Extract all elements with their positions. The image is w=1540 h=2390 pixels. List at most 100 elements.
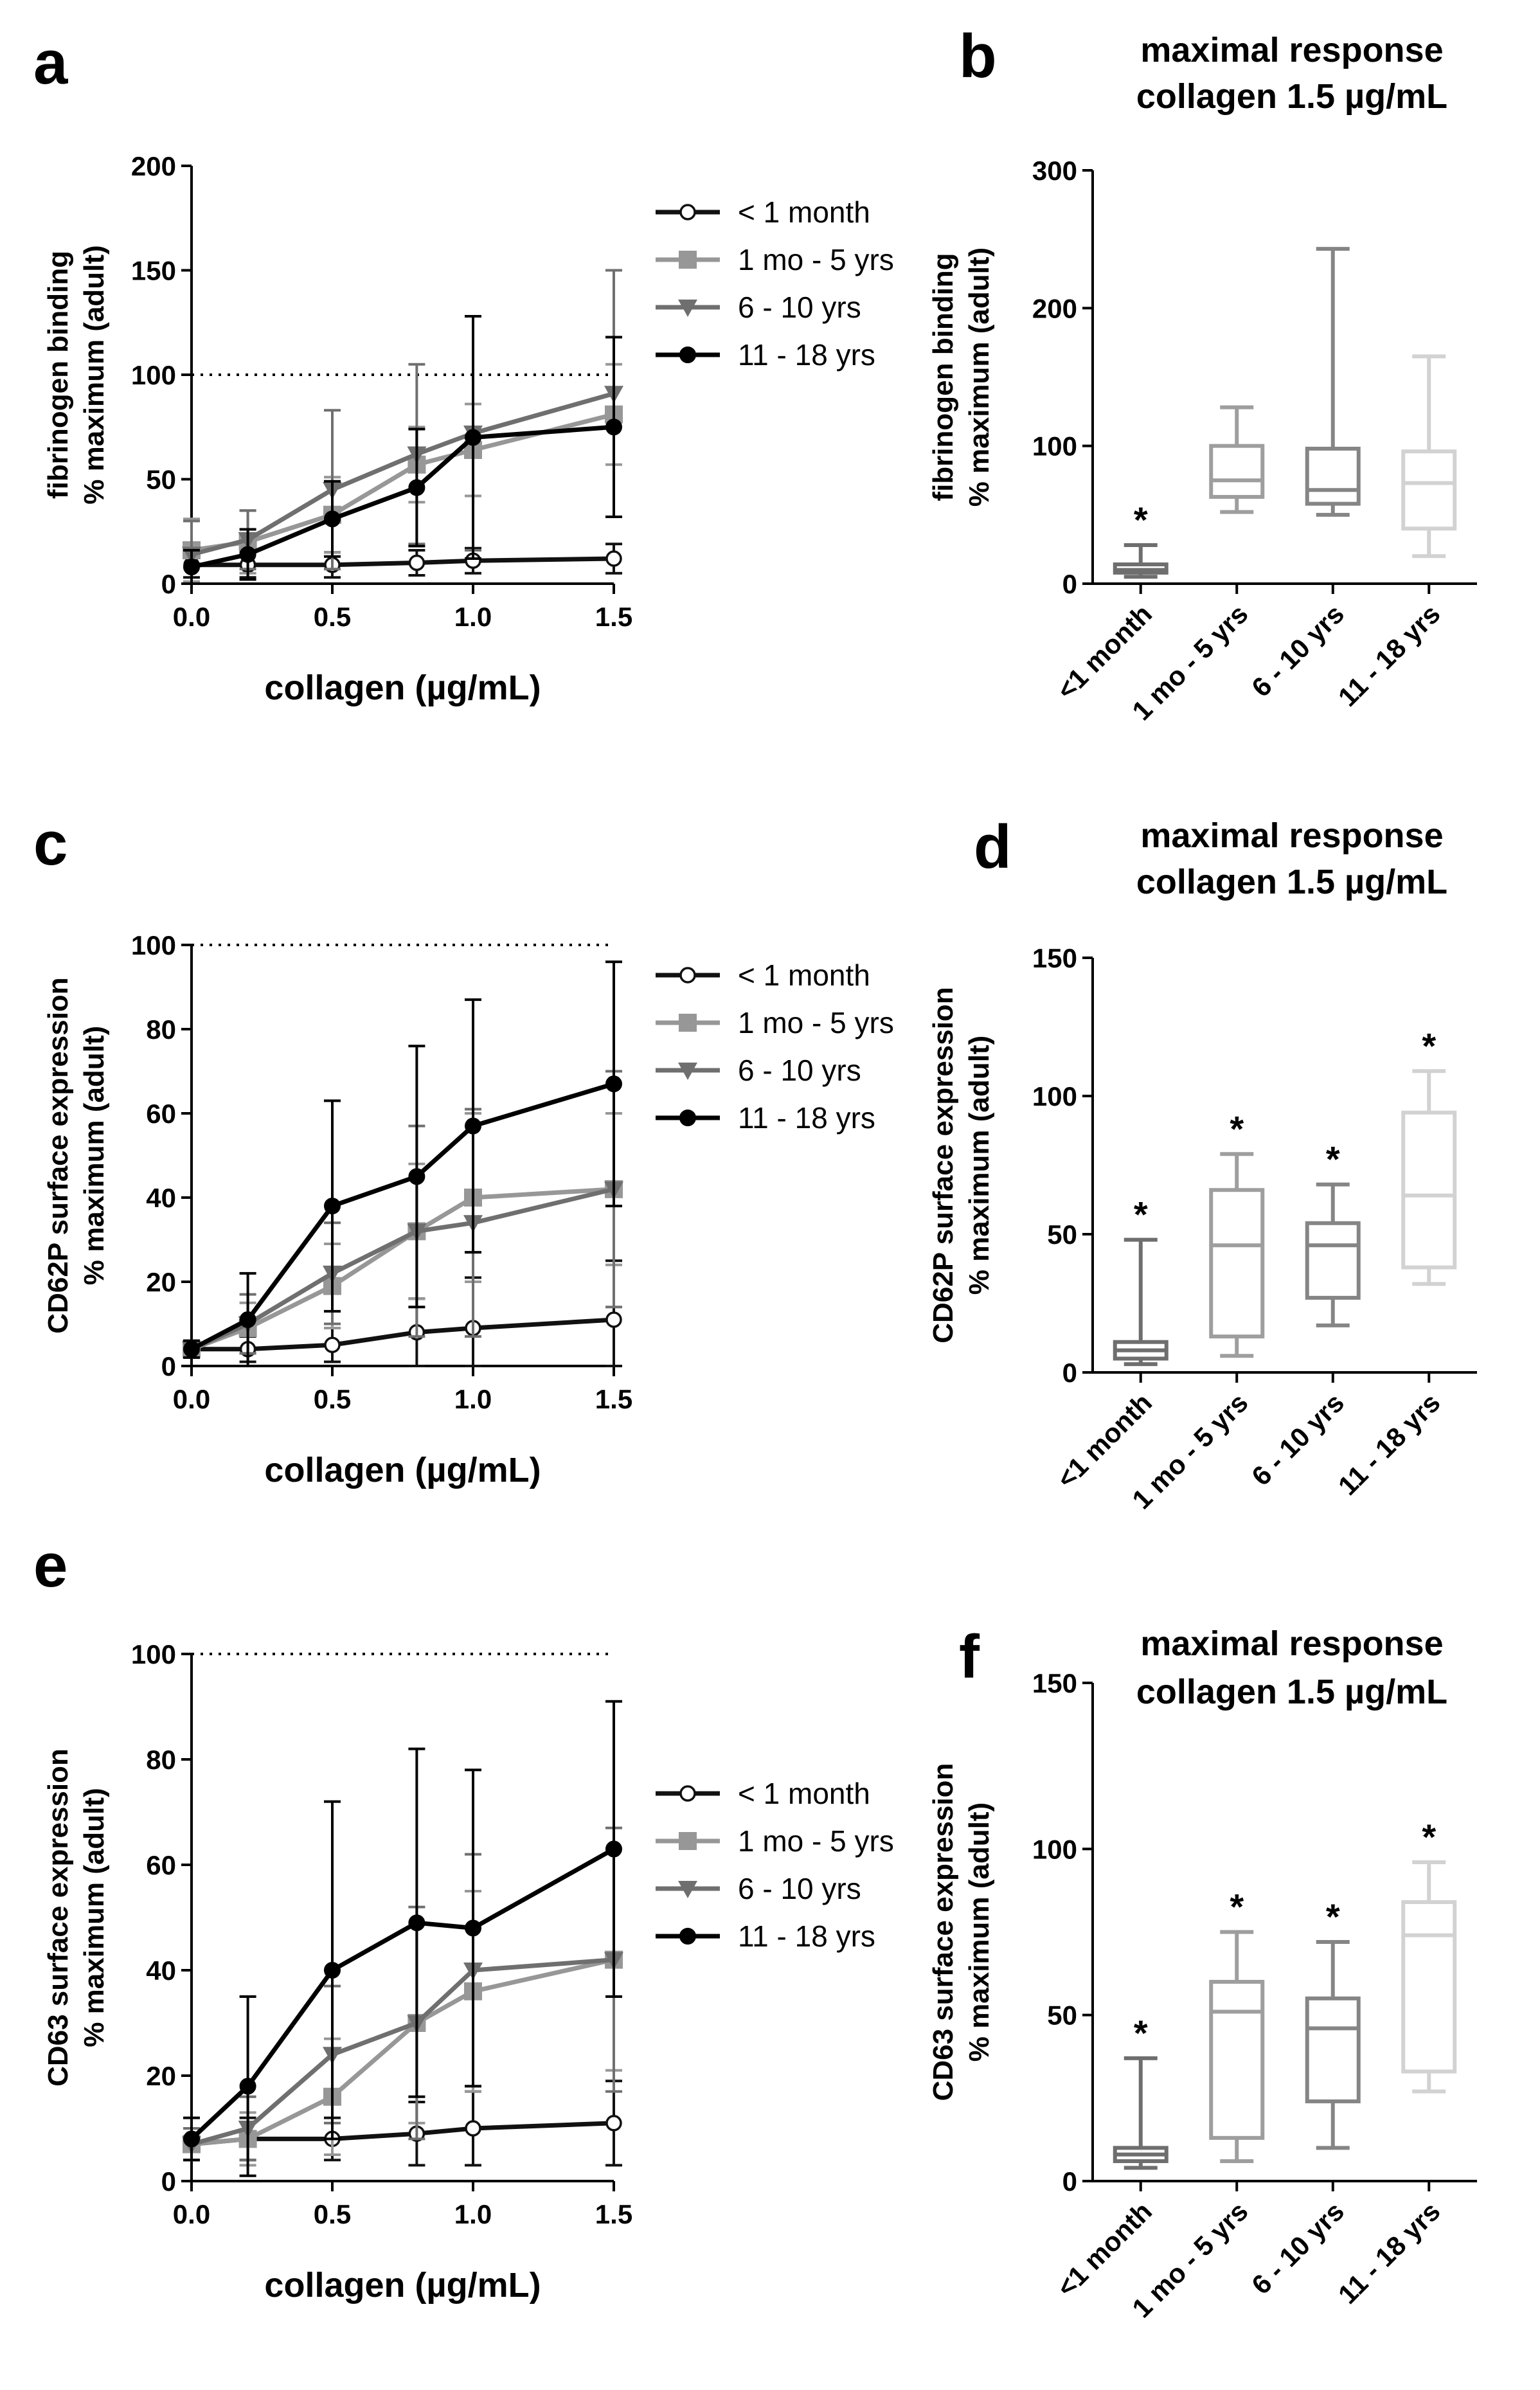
data-point [239, 2078, 256, 2095]
data-point [605, 1311, 622, 1328]
significance-star: * [1134, 499, 1148, 540]
series-3 [183, 315, 622, 585]
series-line [190, 1187, 614, 1351]
y-axis-label: CD62P surface expression [927, 987, 959, 1343]
legend-label: 6 - 10 yrs [738, 1872, 861, 1905]
data-point [408, 479, 425, 496]
y-tick-label: 20 [146, 1267, 176, 1297]
box-iqr [1401, 1900, 1457, 2074]
panel-f: f maximal response collagen 1.5 µg/mL 0 50 10… [927, 1622, 1477, 2323]
y-tick-label: 0 [161, 1351, 176, 1381]
legend-label: 11 - 18 yrs [738, 338, 875, 372]
y-tick-label: 0 [1062, 1358, 1077, 1388]
x-tick-label: 1.5 [595, 1384, 632, 1414]
category-label: 6 - 10 yrs [1246, 2196, 1350, 2300]
data-point [408, 554, 425, 571]
y-axis-label: % maximum (adult) [78, 1026, 110, 1285]
data-point [183, 2130, 200, 2148]
box-iqr [1401, 1110, 1457, 1270]
panel-letter: c [33, 809, 67, 878]
box-iqr [1305, 1221, 1361, 1300]
legend-marker [679, 251, 697, 269]
data-point [239, 546, 256, 563]
x-axis-label: collagen (µg/mL) [264, 1451, 541, 1489]
significance-star: * [1326, 1139, 1340, 1180]
panel-letter: d [974, 813, 1012, 881]
box-iqr [1209, 1188, 1265, 1339]
x-tick-label: 0.5 [314, 1384, 351, 1414]
data-point [605, 1075, 622, 1093]
data-point [183, 1340, 200, 1358]
y-tick-label: 150 [131, 256, 176, 286]
data-point [324, 1198, 341, 1215]
box-iqr [1401, 449, 1457, 531]
box-1: *1 mo - 5 yrs [1126, 1108, 1265, 1514]
x-axis-label: collagen (µg/mL) [264, 2266, 541, 2305]
x-axis-label: collagen (µg/mL) [264, 669, 541, 707]
data-point [408, 1914, 425, 1932]
panel-letter: a [33, 28, 68, 97]
significance-star: * [1422, 1817, 1436, 1857]
data-point [465, 1919, 481, 1937]
y-axis-label: % maximum (adult) [78, 245, 110, 504]
series-3 [183, 960, 622, 1367]
y-tick-label: 0 [1062, 569, 1077, 599]
panel-b: b maximal response collagen 1.5 µg/mL 0 100 2… [927, 22, 1477, 726]
category-label: 6 - 10 yrs [1246, 1387, 1350, 1491]
legend-marker [679, 1832, 697, 1850]
chart-title: collagen 1.5 µg/mL [1136, 863, 1447, 901]
data-point [605, 1840, 622, 1858]
panel-a: a 0 50 100 150 200 0.0 0.5 1.0 1.5 collagen (µg/mL… [33, 28, 894, 707]
series-line [191, 424, 614, 570]
y-axis-label: % maximum (adult) [963, 247, 995, 507]
x-tick-label: 1.5 [595, 2199, 632, 2229]
y-tick-label: 40 [146, 1183, 176, 1213]
legend-label: 11 - 18 yrs [738, 1919, 875, 1953]
x-tick-label: 0.5 [314, 2199, 351, 2229]
y-tick-label: 300 [1032, 156, 1077, 186]
significance-star: * [1134, 1194, 1148, 1235]
significance-star: * [1230, 1108, 1244, 1149]
y-axis-label: % maximum (adult) [963, 1802, 995, 2062]
series-line [190, 1187, 614, 1352]
box-iqr [1305, 1996, 1361, 2103]
chart-title: maximal response [1140, 31, 1443, 69]
legend-marker [678, 300, 697, 317]
data-point [465, 1117, 481, 1135]
data-point [183, 559, 200, 575]
significance-star: * [1134, 2013, 1148, 2053]
series-3 [183, 1700, 622, 2177]
y-axis-label: fibrinogen binding [927, 253, 959, 501]
category-label: 11 - 18 yrs [1332, 2196, 1446, 2310]
legend-marker [679, 1014, 697, 1032]
x-tick-label: 0.0 [173, 2199, 210, 2229]
data-point [408, 1168, 425, 1185]
y-tick-label: 150 [1032, 1668, 1077, 1698]
series-line [191, 1957, 614, 2147]
legend-label: 6 - 10 yrs [738, 291, 861, 324]
legend-label: < 1 month [738, 958, 870, 992]
panel-c: c 0 20 40 60 80 100 0.0 0.5 1.0 1.5 collagen (µg/mL… [33, 809, 894, 1489]
box-1: *1 mo - 5 yrs [1126, 1887, 1265, 2323]
x-tick-label: 1.0 [454, 602, 492, 632]
y-axis-label: fibrinogen binding [42, 251, 74, 499]
y-tick-label: 0 [161, 2166, 176, 2197]
series-line [191, 391, 614, 557]
legend-label: 6 - 10 yrs [738, 1054, 861, 1087]
data-point [465, 429, 481, 446]
y-axis-label: CD63 surface expression [927, 1763, 959, 2101]
legend-label: < 1 month [738, 195, 870, 229]
panel-e: e 0 20 40 60 80 100 0.0 0.5 1.0 1.5 collagen (µg/mL… [33, 1531, 894, 2305]
y-tick-label: 0 [1062, 2166, 1077, 2197]
significance-star: * [1230, 1887, 1244, 1927]
legend-marker [679, 1110, 696, 1126]
legend-label: 1 mo - 5 yrs [738, 1824, 894, 1858]
data-point [465, 2120, 481, 2137]
legend-label: 1 mo - 5 yrs [738, 243, 894, 276]
data-point [605, 2115, 622, 2132]
y-axis-label: % maximum (adult) [78, 1788, 110, 2047]
legend-label: 1 mo - 5 yrs [738, 1006, 894, 1039]
y-tick-label: 60 [146, 1850, 176, 1880]
series-line [192, 1317, 614, 1352]
chart-title: maximal response [1140, 816, 1443, 855]
